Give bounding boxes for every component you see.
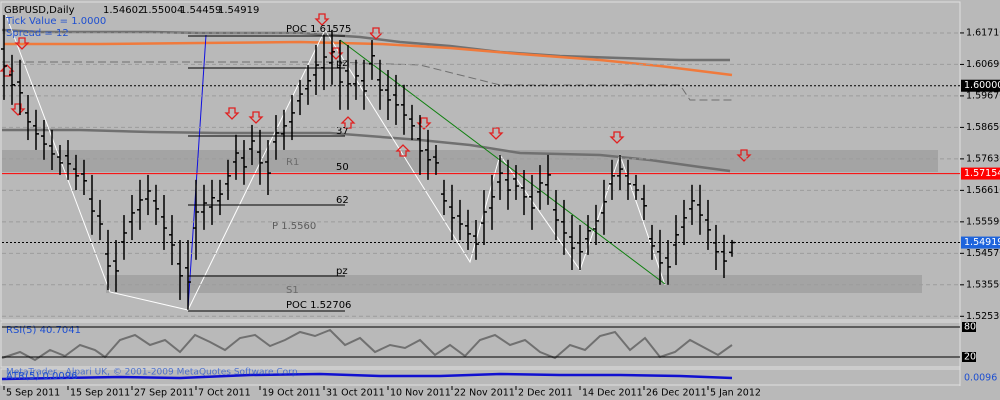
x-tick-label: 10 Nov 2011 <box>390 388 451 399</box>
x-tick-label: 22 Nov 2011 <box>454 388 515 399</box>
annotation: R1 <box>286 157 299 168</box>
y-tick-label: 1.52530 <box>966 311 1000 322</box>
x-tick-label: 31 Oct 2011 <box>326 388 385 399</box>
zigzag <box>5 14 666 311</box>
chart-title: GBPUSD,Daily <box>4 5 75 16</box>
atr-axis-label: 0.0096 <box>964 373 997 384</box>
y-tick-label: 1.56610 <box>966 185 1000 196</box>
envelope-dashed <box>2 61 732 101</box>
envelope-upper <box>1 28 730 62</box>
x-tick-label: 19 Oct 2011 <box>262 388 321 399</box>
trend-line <box>187 34 207 309</box>
y-tick-label: 1.54570 <box>966 248 1000 259</box>
rsi-label: RSI(5) 40.7041 <box>6 325 81 336</box>
x-tick-label: 7 Oct 2011 <box>198 388 251 399</box>
y-tick-label: 1.60690 <box>966 59 1000 70</box>
annotation: pz <box>336 266 348 277</box>
copyright: MetaTrader - Alpari UK, © 2001-2009 Meta… <box>6 368 300 378</box>
y-tick-label: 1.59670 <box>966 90 1000 101</box>
note: Spread = 12 <box>6 28 69 39</box>
x-tick-label: 26 Dec 2011 <box>646 388 707 399</box>
level-box <box>961 167 1000 180</box>
level-label: 1.60000 <box>964 80 1000 91</box>
y-tick-label: 1.61710 <box>966 27 1000 38</box>
rsi-tick-label: 20 <box>964 352 976 363</box>
trend-line <box>339 39 666 285</box>
annotation: 62 <box>336 195 349 206</box>
x-tick-label: 5 Jan 2012 <box>710 388 761 399</box>
header-high: 1.55004 <box>142 5 183 16</box>
resistance-zone <box>2 150 938 172</box>
note: Tick Value = 1.0000 <box>5 16 106 27</box>
header-close: 1.54919 <box>218 5 259 16</box>
rsi-level-box <box>962 322 976 332</box>
header-low: 1.54459 <box>180 5 221 16</box>
atr-value: 0.0096 <box>42 371 77 382</box>
x-tick-label: 15 Sep 2011 <box>70 388 130 399</box>
annotation: POC 1.61575 <box>286 24 351 35</box>
x-tick-label: 2 Dec 2011 <box>518 388 573 399</box>
y-tick-label: 1.53550 <box>966 279 1000 290</box>
current-price-label: 1.54919 <box>964 237 1000 248</box>
rsi-name: RSI(5) <box>6 325 37 336</box>
moving-average <box>4 40 733 77</box>
annotation: 50 <box>336 162 349 173</box>
level-label: 1.57154 <box>964 168 1000 179</box>
x-tick-label: 14 Dec 2011 <box>582 388 643 399</box>
atr-name: ATR(5) <box>6 371 39 382</box>
atr-line <box>1 372 733 381</box>
rsi-line <box>1 328 733 362</box>
atr-label: ATR(5) 0.0096 <box>6 371 77 382</box>
support-zone <box>106 275 922 293</box>
rsi-level-box <box>962 352 976 362</box>
annotation: S1 <box>286 285 299 296</box>
level-box <box>961 79 1000 92</box>
y-tick-label: 1.57630 <box>966 153 1000 164</box>
envelope-lower <box>2 128 731 173</box>
rsi-tick-label: 80 <box>964 322 976 333</box>
annotation: 37 <box>336 126 349 137</box>
header-open: 1.54602 <box>103 5 144 16</box>
annotation: POC 1.52706 <box>286 300 351 311</box>
y-tick-label: 1.55590 <box>966 216 1000 227</box>
annotation: P 1.5560 <box>272 221 316 232</box>
x-tick-label: 5 Sep 2011 <box>6 388 60 399</box>
y-tick-label: 1.58650 <box>966 122 1000 133</box>
x-tick-label: 27 Sep 2011 <box>134 388 194 399</box>
annotation: pz <box>336 58 348 69</box>
current-price-box <box>961 236 1000 249</box>
rsi-value: 40.7041 <box>40 325 81 336</box>
